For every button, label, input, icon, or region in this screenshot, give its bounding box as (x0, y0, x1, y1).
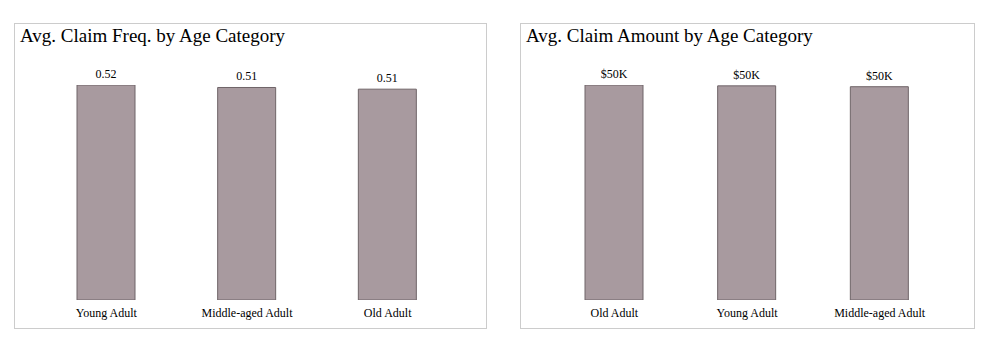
svg-text:0.52: 0.52 (96, 67, 117, 81)
svg-text:Young Adult: Young Adult (716, 306, 778, 320)
svg-text:$50K: $50K (866, 69, 893, 83)
html-text:Avg. Claim Freq. by Age Catego: Avg. Claim Freq. by Age Category (20, 25, 286, 46)
svg-text:0.51: 0.51 (236, 69, 257, 83)
svg-text:Old Adult: Old Adult (364, 306, 412, 320)
svg-text:Old Adult: Old Adult (590, 306, 638, 320)
svg-text:Young Adult: Young Adult (76, 306, 138, 320)
html-text:Avg. Claim Amount by Age Categ: Avg. Claim Amount by Age Category (526, 25, 813, 46)
svg-text:$50K: $50K (733, 68, 760, 82)
svg-text:Middle-aged Adult: Middle-aged Adult (834, 306, 926, 320)
svg-text:$50K: $50K (601, 67, 628, 81)
svg-text:0.51: 0.51 (377, 71, 398, 85)
svg-text:Middle-aged Adult: Middle-aged Adult (202, 306, 294, 320)
